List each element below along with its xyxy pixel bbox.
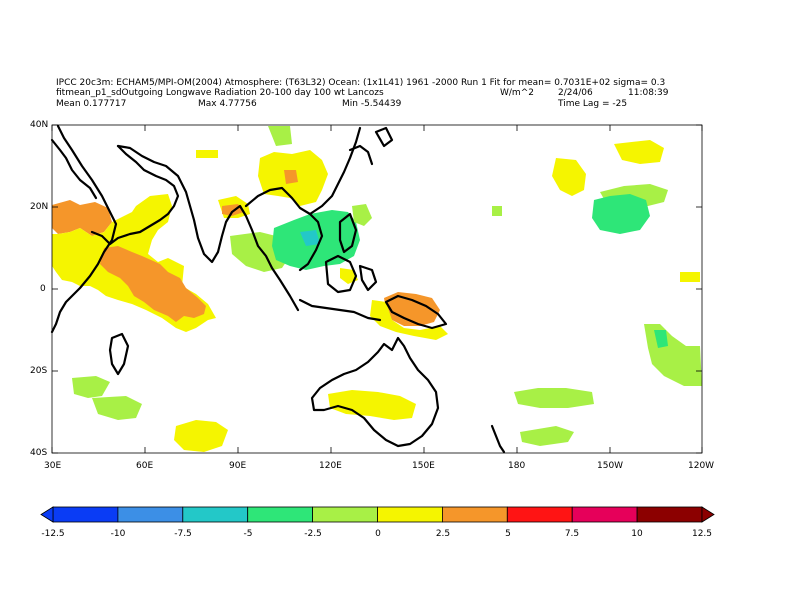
- colorbar-swatch-3: [247, 506, 313, 523]
- colorbar-label-7: 5: [505, 529, 511, 539]
- colorbar-label-8: 7.5: [564, 529, 580, 539]
- lat-label-40s: 40S: [30, 448, 48, 458]
- header-max: Max 4.77756: [198, 99, 257, 109]
- coast-philippines: [338, 212, 358, 254]
- coast-japan: [374, 126, 394, 148]
- anomaly-patch-central-asia: [196, 150, 218, 158]
- colorbar-label-10: 12.5: [691, 529, 713, 539]
- anomaly-patch-central-pacific: [552, 158, 586, 196]
- coast-borneo: [324, 254, 358, 294]
- lon-label-180: 180: [508, 461, 526, 471]
- anomaly-patch-sp-green: [654, 330, 668, 348]
- colorbar: [40, 506, 715, 523]
- anomaly-patch-hawaii: [492, 206, 502, 216]
- header-units: W/m^2: [500, 88, 534, 98]
- header-variable: fitmean_p1_sdOutgoing Longwave Radiation…: [56, 88, 384, 98]
- coast-arabia: [90, 144, 180, 246]
- colorbar-arrow-low: [40, 506, 54, 523]
- anomaly-patch-himalaya-orange: [284, 170, 298, 184]
- header-line1: IPCC 20c3m: ECHAM5/MPI-OM(2004) Atmosphe…: [56, 78, 666, 88]
- anomaly-patch-sp-east: [644, 324, 702, 386]
- colorbar-swatch-6: [441, 506, 508, 523]
- anomaly-patch-tasman-east: [514, 388, 594, 408]
- anomaly-patch-philippines: [352, 204, 372, 226]
- lon-label-60e: 60E: [136, 461, 154, 471]
- colorbar-arrow-high: [701, 506, 715, 523]
- colorbar-swatch-1: [117, 506, 184, 523]
- anomaly-shading: [52, 126, 702, 452]
- colorbar-label-6: 2.5: [435, 529, 451, 539]
- coast-madagascar: [108, 332, 130, 376]
- anomaly-patch-south-indian: [174, 420, 228, 452]
- lat-label-20n: 20N: [30, 202, 49, 212]
- lat-label-40n: 40N: [30, 120, 49, 130]
- header-time: 11:08:39: [628, 88, 669, 98]
- anomaly-patch-south-pacific: [520, 426, 574, 446]
- colorbar-swatch-2: [182, 506, 249, 523]
- coast-new-zealand: [490, 424, 506, 454]
- colorbar-label-1: -10: [110, 529, 126, 539]
- colorbar-swatch-8: [571, 506, 638, 523]
- colorbar-swatch-7: [506, 506, 573, 523]
- lon-label-120e: 120E: [319, 461, 342, 471]
- colorbar-label-3: -5: [243, 529, 253, 539]
- coast-australia: [310, 336, 440, 448]
- map-ticks: [51, 124, 703, 454]
- colorbar-label-2: -7.5: [174, 529, 192, 539]
- anomaly-patch-new-guinea-yellow: [370, 300, 448, 340]
- lon-label-90e: 90E: [229, 461, 247, 471]
- colorbar-label-4: -2.5: [304, 529, 322, 539]
- header-timelag: Time Lag = -25: [558, 99, 628, 109]
- coast-korea: [348, 144, 374, 166]
- anomaly-patch-np-green: [592, 194, 650, 234]
- anomaly-patch-south-australia: [328, 390, 416, 420]
- anomaly-patch-sw-indian: [92, 396, 142, 420]
- anomaly-patch-new-guinea-orange: [384, 292, 440, 326]
- anomaly-patch-indian-orange: [100, 246, 206, 322]
- anomaly-patch-tibet: [268, 126, 292, 146]
- colorbar-label-9: 10: [631, 529, 643, 539]
- header-mean: Mean 0.177717: [56, 99, 127, 109]
- coast-india-burma: [116, 144, 300, 312]
- header-min: Min -5.54439: [342, 99, 402, 109]
- coastlines: [50, 124, 506, 454]
- coast-sulawesi: [358, 264, 378, 292]
- coast-java: [298, 298, 382, 322]
- colorbar-swatch-4: [312, 506, 378, 523]
- colorbar-label-5: 0: [375, 529, 381, 539]
- lon-label-150e: 150E: [412, 461, 435, 471]
- anomaly-patch-np-yellow: [614, 140, 664, 164]
- colorbar-swatch-9: [636, 506, 703, 523]
- lat-label-20s: 20S: [30, 366, 48, 376]
- coast-new-guinea: [384, 294, 448, 330]
- coast-red-sea: [50, 138, 98, 200]
- lon-label-30e: 30E: [44, 461, 62, 471]
- lon-label-120w: 120W: [688, 461, 715, 471]
- colorbar-swatch-5: [377, 506, 443, 523]
- lon-label-150w: 150W: [597, 461, 624, 471]
- anomaly-patch-arabia: [52, 200, 112, 236]
- anomaly-patch-east-pacific: [680, 272, 700, 282]
- anomaly-patch-madagascar-s: [72, 376, 110, 398]
- anomaly-patch-scs-cyan: [300, 230, 320, 246]
- coast-china: [308, 126, 362, 216]
- lat-label-0: 0: [40, 284, 46, 294]
- colorbar-label-0: -12.5: [41, 529, 65, 539]
- coast-east-africa: [50, 124, 118, 334]
- coast-indochina: [244, 186, 324, 272]
- colorbar-swatch-0: [52, 506, 119, 523]
- header-date: 2/24/06: [558, 88, 593, 98]
